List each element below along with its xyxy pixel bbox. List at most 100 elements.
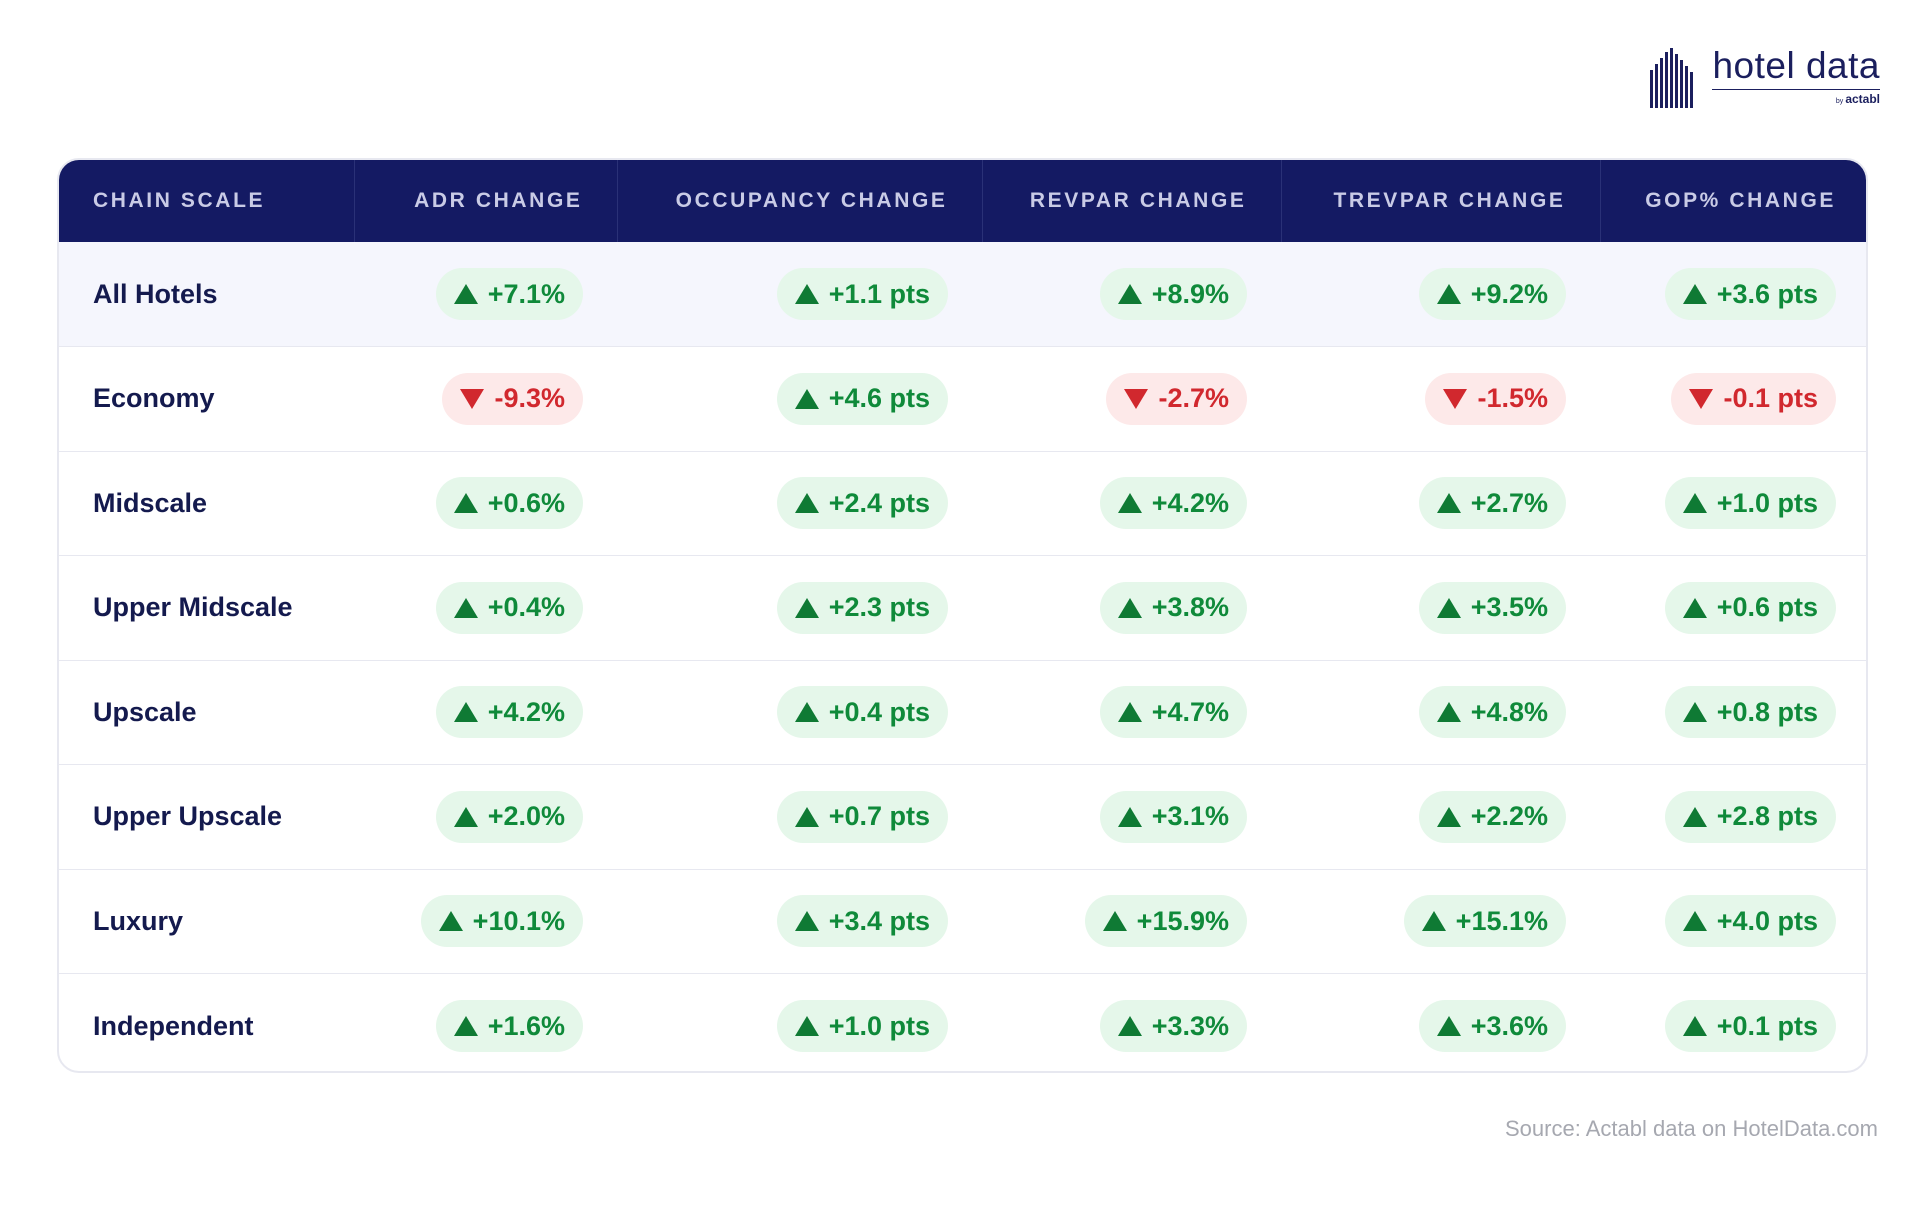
change-badge-positive: +4.7% xyxy=(1099,686,1247,739)
triangle-up-icon xyxy=(1117,597,1142,618)
change-value: +3.6 pts xyxy=(1716,278,1818,309)
value-cell: +0.4% xyxy=(354,555,617,660)
table-row: Economy -9.3% +4.6 pts -2.7% -1.5% -0.1 pts xyxy=(59,346,1866,451)
change-value: -2.7% xyxy=(1158,383,1229,414)
column-header: REVPAR CHANGE xyxy=(982,160,1282,242)
value-cell: +1.0 pts xyxy=(1600,450,1866,556)
column-header: OCCUPANCY CHANGE xyxy=(617,160,983,242)
value-cell: +1.0 pts xyxy=(617,973,982,1071)
triangle-up-icon xyxy=(1436,493,1461,514)
change-badge-positive: +0.4% xyxy=(435,581,583,634)
triangle-down-icon xyxy=(1443,388,1468,409)
row-label: Upscale xyxy=(59,659,354,765)
change-value: +1.1 pts xyxy=(828,278,930,309)
triangle-up-icon xyxy=(1117,806,1142,827)
value-cell: +3.6 pts xyxy=(1600,242,1866,347)
change-value: +8.9% xyxy=(1151,278,1229,309)
value-cell: +4.2% xyxy=(982,450,1281,556)
hotel-data-logo: hotel data by actabl xyxy=(1650,46,1880,116)
value-cell: -2.7% xyxy=(982,346,1281,451)
triangle-up-icon xyxy=(453,597,478,618)
change-badge-positive: +0.6% xyxy=(435,477,583,530)
change-badge-positive: +0.6 pts xyxy=(1664,581,1836,634)
value-cell: +0.1 pts xyxy=(1600,973,1866,1071)
triangle-up-icon xyxy=(1682,1016,1707,1036)
change-value: +2.3 pts xyxy=(828,592,930,623)
change-badge-negative: -0.1 pts xyxy=(1671,372,1836,425)
value-cell: +1.1 pts xyxy=(617,242,982,347)
value-cell: +3.4 pts xyxy=(617,868,982,974)
logo-byline: by actabl xyxy=(1835,92,1880,106)
triangle-up-icon xyxy=(794,1016,819,1036)
change-value: +4.2% xyxy=(487,696,565,727)
triangle-up-icon xyxy=(794,806,819,827)
value-cell: -0.1 pts xyxy=(1600,346,1866,451)
value-cell: +2.2% xyxy=(1281,764,1600,869)
change-value: +0.6% xyxy=(487,487,565,518)
value-cell: +2.0% xyxy=(354,764,617,869)
table-row: Midscale +0.6% +2.4 pts +4.2% +2.7% +1.0 pts xyxy=(59,450,1866,556)
value-cell: +8.9% xyxy=(982,242,1281,347)
change-badge-positive: +2.0% xyxy=(435,790,583,843)
logo-wordmark: hotel data xyxy=(1712,46,1880,90)
change-value: +0.6 pts xyxy=(1716,592,1818,623)
value-cell: +4.7% xyxy=(982,659,1281,765)
value-cell: +7.1% xyxy=(354,242,617,347)
change-badge-negative: -2.7% xyxy=(1106,372,1247,425)
triangle-up-icon xyxy=(1682,493,1707,514)
change-value: +1.0 pts xyxy=(828,1010,930,1041)
value-cell: +3.3% xyxy=(982,973,1281,1071)
change-value: +0.8 pts xyxy=(1716,696,1818,727)
table-header-row: CHAIN SCALE ADR CHANGE OCCUPANCY CHANGE REV… xyxy=(59,160,1866,242)
row-label: Independent xyxy=(59,973,354,1071)
change-value: +10.1% xyxy=(472,905,565,936)
table-row: Luxury +10.1% +3.4 pts +15.9% +15.1% +4.0 pts xyxy=(59,868,1866,974)
triangle-up-icon xyxy=(794,284,819,304)
change-value: +3.8% xyxy=(1151,592,1229,623)
change-value: +2.8 pts xyxy=(1716,801,1818,832)
change-value: +3.3% xyxy=(1151,1010,1229,1041)
value-cell: +3.5% xyxy=(1281,555,1600,660)
change-badge-positive: +15.1% xyxy=(1403,895,1566,948)
triangle-up-icon xyxy=(1682,702,1707,723)
triangle-up-icon xyxy=(1117,493,1142,514)
triangle-up-icon xyxy=(1421,911,1446,932)
change-badge-positive: +7.1% xyxy=(435,268,583,320)
value-cell: +3.1% xyxy=(982,764,1281,869)
change-badge-positive: +2.3 pts xyxy=(776,581,948,634)
change-value: -0.1 pts xyxy=(1723,383,1818,414)
value-cell: +4.6 pts xyxy=(617,346,982,451)
change-badge-positive: +2.7% xyxy=(1418,477,1566,530)
source-note: Source: Actabl data on HotelData.com xyxy=(1505,1116,1878,1141)
change-badge-positive: +4.2% xyxy=(435,686,583,739)
change-badge-positive: +2.2% xyxy=(1418,790,1566,843)
value-cell: +0.4 pts xyxy=(617,659,982,765)
change-value: +0.1 pts xyxy=(1716,1010,1818,1041)
value-cell: +0.6% xyxy=(354,450,617,556)
change-badge-positive: +3.6 pts xyxy=(1664,268,1836,320)
triangle-down-icon xyxy=(1124,388,1149,409)
triangle-up-icon xyxy=(453,493,478,514)
triangle-up-icon xyxy=(1436,702,1461,723)
change-value: +7.1% xyxy=(487,278,565,309)
change-value: +4.8% xyxy=(1470,696,1548,727)
change-badge-positive: +1.0 pts xyxy=(1664,477,1836,530)
table-row: Upper Upscale +2.0% +0.7 pts +3.1% +2.2% +2.8… xyxy=(59,764,1866,869)
triangle-up-icon xyxy=(1682,806,1707,827)
change-value: +3.4 pts xyxy=(828,905,930,936)
change-value: +1.0 pts xyxy=(1716,487,1818,518)
change-badge-negative: -1.5% xyxy=(1425,372,1566,425)
change-value: +0.4% xyxy=(487,592,565,623)
triangle-down-icon xyxy=(460,388,485,409)
change-badge-positive: +0.1 pts xyxy=(1664,1000,1836,1052)
triangle-up-icon xyxy=(438,911,463,932)
change-value: +0.4 pts xyxy=(828,696,930,727)
triangle-up-icon xyxy=(453,702,478,723)
triangle-up-icon xyxy=(1102,911,1127,932)
triangle-up-icon xyxy=(1682,911,1707,932)
change-badge-positive: +2.4 pts xyxy=(776,477,948,530)
change-badge-positive: +3.1% xyxy=(1099,790,1247,843)
change-value: +2.7% xyxy=(1470,487,1548,518)
table-body: All Hotels +7.1% +1.1 pts +8.9% +9.2% +3.6 pt… xyxy=(59,242,1866,1071)
change-badge-positive: +4.6 pts xyxy=(776,372,948,425)
